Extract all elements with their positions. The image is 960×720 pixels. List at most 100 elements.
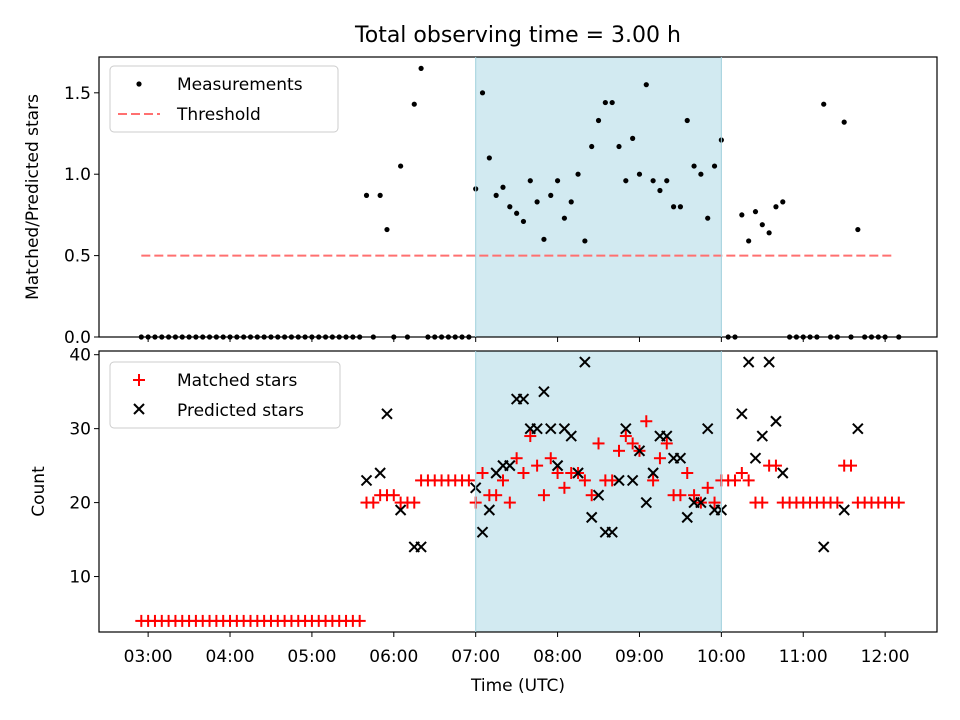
measurement-point: [821, 101, 827, 107]
predicted-stars-point: [674, 452, 687, 464]
measurement-point: [623, 178, 629, 184]
legend-predicted-marker: [133, 403, 145, 415]
measurement-point: [493, 192, 499, 198]
measurement-point: [664, 178, 670, 184]
measurement-point: [773, 204, 779, 210]
ratio-legend: Measurements Threshold: [109, 65, 339, 133]
matched-stars-point: [831, 496, 844, 509]
count-marks: [135, 356, 905, 627]
matched-stars-point: [531, 459, 544, 472]
matched-stars-point: [626, 437, 639, 450]
measurement-point: [698, 171, 704, 177]
x-axis-ticks: 03:00 04:00 05:00 06:00 07:00 08:00 09:00 10:00…: [124, 647, 910, 667]
matched-stars-point: [578, 474, 591, 487]
matched-stars-point: [517, 467, 530, 480]
measurement-point: [670, 204, 677, 210]
x-tick-label: 07:00: [451, 647, 500, 667]
matched-stars-point: [660, 437, 673, 450]
measurement-point: [630, 135, 636, 141]
matched-stars-point: [612, 444, 625, 457]
measurement-point: [507, 204, 513, 210]
measurement-point: [636, 171, 643, 177]
matched-stars-point: [537, 489, 550, 502]
measurement-point: [554, 178, 561, 184]
matched-stars-point: [462, 474, 475, 487]
matched-stars-point: [606, 474, 619, 487]
predicted-stars-point: [702, 422, 714, 435]
predicted-stars-point: [394, 504, 407, 516]
predicted-stars-point: [640, 496, 653, 509]
count-legend: Matched stars Predicted stars: [109, 361, 341, 429]
predicted-stars-point: [777, 467, 789, 479]
x-tick-label: 12:00: [861, 647, 910, 667]
predicted-stars-point: [838, 504, 850, 516]
matched-stars-point: [585, 489, 598, 502]
measurement-point: [657, 187, 663, 194]
predicted-stars-point: [661, 430, 673, 442]
legend-matched-marker: [133, 374, 145, 386]
measurement-point: [602, 99, 608, 106]
measurement-point: [514, 210, 520, 216]
predicted-stars-point: [695, 496, 707, 509]
matched-stars-point: [735, 467, 748, 480]
measurement-point: [650, 178, 656, 184]
measurement-point: [766, 230, 772, 236]
ratio-y-axis-label: Matched/Predicted stars: [23, 94, 43, 300]
measurement-point: [589, 143, 595, 150]
matched-stars-point: [701, 481, 714, 494]
measurement-point: [616, 143, 622, 150]
matched-stars-point: [551, 467, 564, 480]
count-axis: 10 20 30 40: [69, 346, 886, 637]
y-tick-label: 40: [69, 346, 91, 366]
ratio-marks: [138, 65, 902, 340]
measurement-point: [568, 199, 574, 205]
measurement-point: [855, 226, 861, 233]
y-tick-label: 0.0: [64, 328, 91, 348]
observing-window-span: [475, 351, 722, 632]
matched-stars-point: [544, 452, 557, 465]
matched-stars-point: [640, 415, 653, 428]
y-tick-label: 20: [69, 494, 91, 514]
measurement-point: [500, 184, 506, 190]
x-tick-label: 03:00: [124, 647, 173, 667]
matched-stars-point: [510, 452, 523, 465]
matched-stars-point: [742, 474, 755, 487]
count-plot-frame: [98, 350, 938, 633]
matched-stars-point: [592, 437, 605, 450]
matched-stars-point: [769, 459, 782, 472]
legend-threshold-label: Threshold: [176, 105, 261, 125]
predicted-stars-point: [613, 474, 625, 487]
matched-stars-point: [353, 614, 366, 627]
measurement-point: [746, 238, 752, 244]
predicted-stars-point: [483, 504, 496, 516]
legend-measurements-marker: [136, 81, 142, 87]
measurement-point: [486, 155, 492, 161]
predicted-stars-point: [517, 393, 530, 405]
matched-stars-point: [729, 474, 742, 487]
x-axis-label: Time (UTC): [470, 676, 565, 696]
matched-stars-point: [558, 481, 571, 494]
matched-stars-point: [688, 489, 701, 502]
ratio-panel: 0.0 0.5 1.0 1.5 Matched/Predicted stars Mea…: [23, 56, 938, 348]
measurement-point: [575, 171, 581, 177]
measurement-point: [541, 236, 547, 242]
predicted-stars-point: [415, 541, 427, 553]
legend-predicted-label: Predicted stars: [177, 401, 304, 421]
predicted-stars-point: [681, 511, 693, 524]
predicted-stars-point: [579, 356, 591, 368]
x-tick-label: 05:00: [287, 647, 336, 667]
predicted-stars-point: [374, 467, 386, 479]
x-tick-label: 11:00: [779, 647, 828, 667]
measurement-point: [561, 215, 568, 221]
measurement-point: [418, 65, 424, 71]
measurement-point: [384, 226, 390, 233]
predicted-stars-point: [647, 467, 659, 479]
measurement-point: [479, 90, 486, 96]
measurement-point: [759, 222, 765, 228]
matched-stars-point: [490, 489, 503, 502]
predicted-stars-point: [551, 459, 564, 472]
matched-stars-point: [496, 474, 509, 487]
predicted-stars-point: [538, 385, 550, 398]
x-tick-label: 10:00: [697, 647, 746, 667]
measurement-point: [684, 117, 690, 124]
